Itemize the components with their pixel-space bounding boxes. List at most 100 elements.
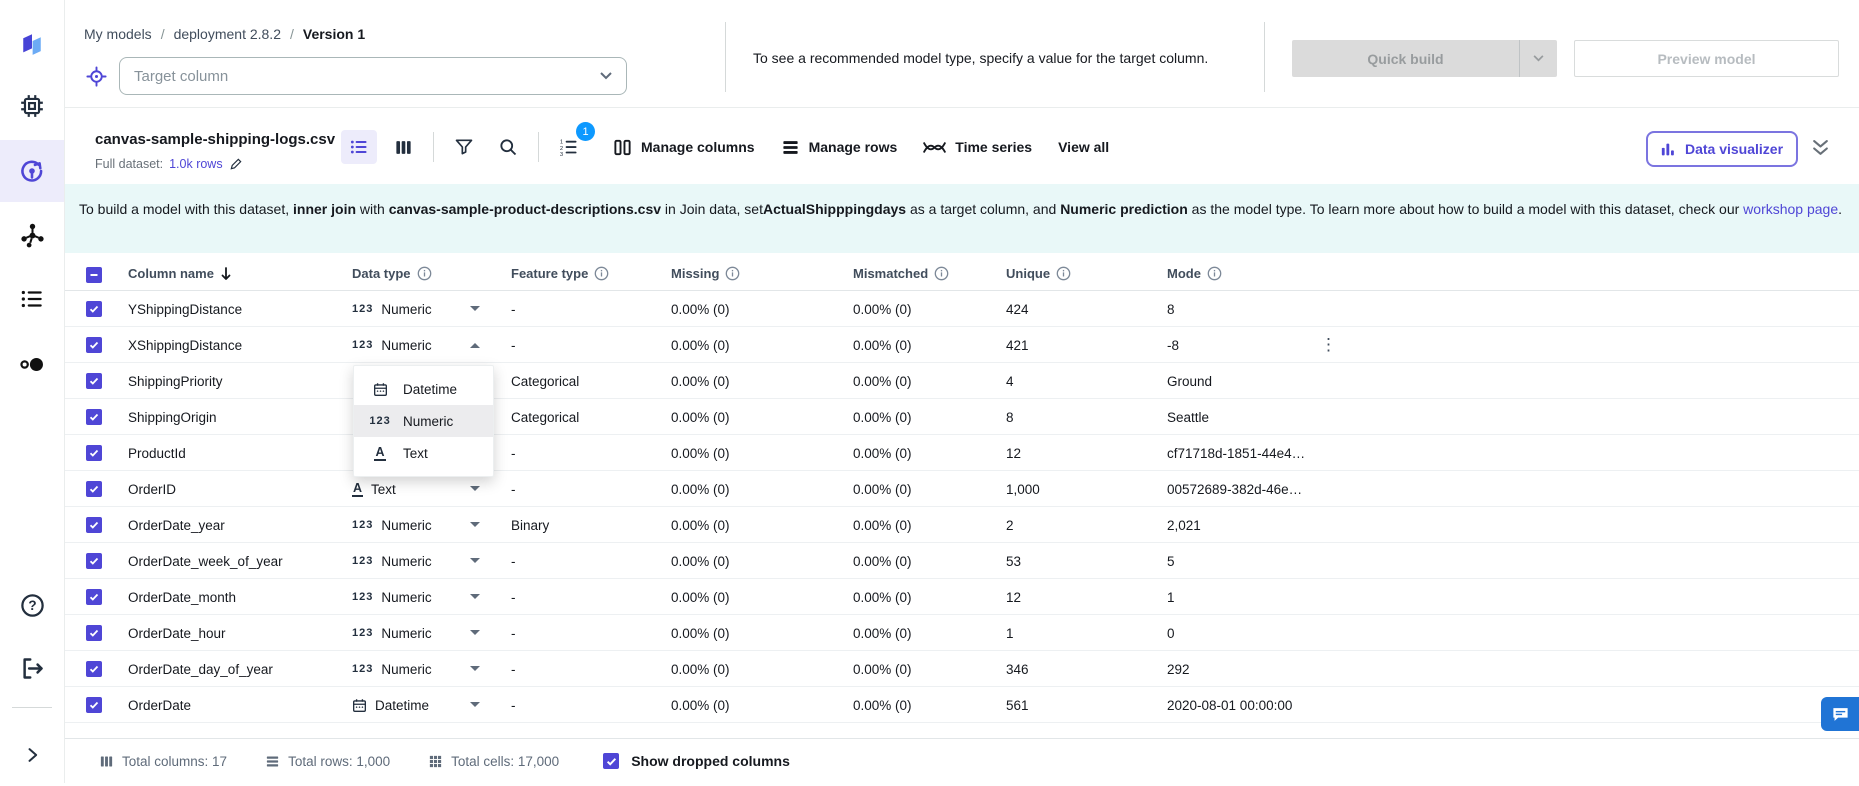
header-divider [725,22,726,92]
cell-mode: 292 [1167,651,1190,687]
chevron-down-icon [600,72,612,80]
row-checkbox[interactable] [86,651,102,687]
top-header: My models / deployment 2.8.2 / Version 1… [65,0,1859,108]
sort-order-button[interactable]: 1 2 3 1 [551,130,587,164]
quick-build-button[interactable]: Quick build [1292,40,1557,77]
row-checkbox[interactable] [86,507,102,543]
expand-sidebar-chevron[interactable] [0,724,64,786]
help-icon[interactable]: ? [0,574,64,636]
data-type-chevron[interactable] [465,327,485,363]
sidebar-item-circles[interactable] [0,333,64,395]
cell-data-type[interactable]: 123Numeric [352,615,432,651]
row-actions-kebab[interactable]: ⋮ [1320,327,1337,363]
svg-text:?: ? [28,598,36,613]
column-view-button[interactable] [385,130,421,164]
data-type-chevron[interactable] [465,543,485,579]
preview-model-button[interactable]: Preview model [1574,40,1839,77]
search-button[interactable] [490,130,526,164]
row-checkbox[interactable] [86,543,102,579]
table-footer: Total columns: 17 Total rows: 1,000 Tota… [65,738,1859,783]
row-checkbox[interactable] [86,291,102,327]
manage-rows-button[interactable]: Manage rows [781,138,898,157]
data-type-chevron[interactable] [465,507,485,543]
main-area: My models / deployment 2.8.2 / Version 1… [65,0,1859,783]
sidebar-item-compute-chip[interactable] [0,75,64,137]
row-checkbox[interactable] [86,435,102,471]
data-type-chevron[interactable] [465,579,485,615]
cell-column-name: OrderDate_day_of_year [128,651,273,687]
info-icon[interactable] [725,266,740,281]
info-icon[interactable] [594,266,609,281]
breadcrumb-deployment[interactable]: deployment 2.8.2 [174,26,281,42]
table-row: OrderDate_hour123Numeric-0.00% (0)0.00% … [65,615,1859,651]
header-column-name[interactable]: Column name [128,266,232,281]
cell-data-type[interactable]: 123Numeric [352,543,432,579]
info-icon[interactable] [417,266,432,281]
row-checkbox[interactable] [86,363,102,399]
collapse-double-chevron[interactable] [1812,139,1829,158]
row-checkbox[interactable] [86,327,102,363]
sagemaker-canvas-page: ? My models / deployment 2.8.2 / Version… [0,0,1859,783]
row-checkbox[interactable] [86,579,102,615]
chat-icon [1831,705,1850,724]
select-all-checkbox[interactable] [86,267,102,283]
table-row: ShippingOriginCategorical0.00% (0)0.00% … [65,399,1859,435]
sidebar-item-my-models[interactable] [0,140,64,202]
info-icon[interactable] [1207,266,1222,281]
row-checkbox[interactable] [86,471,102,507]
data-type-option-datetime[interactable]: Datetime [354,373,493,405]
row-checkbox[interactable] [86,687,102,723]
info-icon[interactable] [1056,266,1071,281]
cell-data-type[interactable]: 123Numeric [352,507,432,543]
chat-widget-button[interactable] [1821,697,1859,731]
cell-column-name: OrderDate [128,687,191,723]
breadcrumb-my-models[interactable]: My models [84,26,152,42]
breadcrumb: My models / deployment 2.8.2 / Version 1 [84,26,365,42]
rows-count-link[interactable]: 1.0k rows [169,157,223,171]
row-checkbox[interactable] [86,399,102,435]
cell-missing: 0.00% (0) [671,579,730,615]
data-type-chevron[interactable] [465,651,485,687]
manage-columns-button[interactable]: Manage columns [613,138,755,157]
cell-mode: 0 [1167,615,1175,651]
sidebar-item-list-menu[interactable] [0,268,64,330]
time-series-button[interactable]: Time series [923,138,1032,157]
show-dropped-columns-checkbox[interactable]: Show dropped columns [603,753,790,769]
cell-data-type[interactable]: 123Numeric [352,291,432,327]
cell-data-type[interactable]: Datetime [352,687,429,723]
text-a-icon: A [352,482,363,497]
quick-build-dropdown-arrow[interactable] [1519,40,1557,77]
data-visualizer-button[interactable]: Data visualizer [1646,131,1798,167]
cell-data-type[interactable]: 123Numeric [352,579,432,615]
info-icon[interactable] [934,266,949,281]
dataset-toolbar: canvas-sample-shipping-logs.csv Full dat… [65,108,1859,184]
cell-column-name: OrderDate_year [128,507,225,543]
numeric-123-icon: 123 [352,519,373,531]
cell-data-type[interactable]: 123Numeric [352,651,432,687]
sidebar-item-model-network[interactable] [0,204,64,266]
data-type-chevron[interactable] [465,687,485,723]
canvas-logo-icon[interactable] [0,12,64,74]
cell-data-type[interactable]: 123Numeric [352,327,432,363]
edit-pencil-icon[interactable] [229,157,243,171]
cell-column-name: ShippingOrigin [128,399,217,435]
cell-missing: 0.00% (0) [671,651,730,687]
data-type-option-text[interactable]: AText [354,437,493,469]
workshop-page-link[interactable]: workshop page [1743,201,1838,217]
table-header: Column name Data type Feature type Missi… [65,258,1859,291]
cell-missing: 0.00% (0) [671,471,730,507]
data-type-chevron[interactable] [465,291,485,327]
data-type-option-numeric[interactable]: 123Numeric [354,405,493,437]
header-data-type: Data type [352,266,432,281]
target-column-select[interactable]: Target column [119,57,627,95]
list-view-button[interactable] [341,130,377,164]
breadcrumb-separator: / [290,26,294,42]
row-checkbox[interactable] [86,615,102,651]
cell-unique: 346 [1006,651,1029,687]
data-type-chevron[interactable] [465,615,485,651]
logout-icon[interactable] [0,637,64,699]
view-all-button[interactable]: View all [1058,139,1109,155]
cell-mismatched: 0.00% (0) [853,615,912,651]
filter-button[interactable] [446,130,482,164]
cell-mismatched: 0.00% (0) [853,507,912,543]
